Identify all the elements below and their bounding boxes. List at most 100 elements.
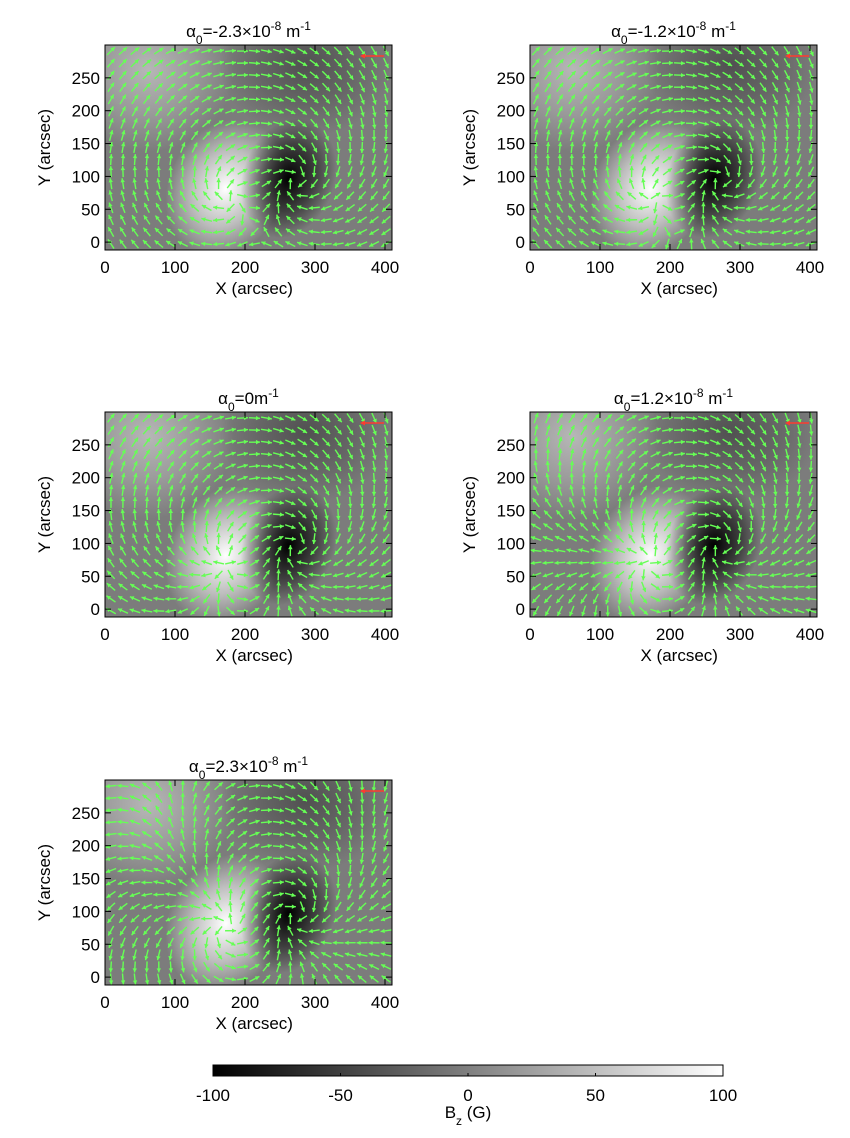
y-tick-label: 50	[506, 200, 525, 219]
x-axis-label: X (arcsec)	[216, 646, 293, 665]
x-tick-label: 400	[371, 625, 399, 644]
plot-area	[62, 0, 392, 278]
y-tick-label: 200	[497, 469, 525, 488]
colorbar-label: Bz (G)	[445, 1103, 492, 1128]
chart-title-part: α	[611, 22, 621, 41]
x-tick-label: 400	[796, 258, 824, 277]
x-axis-label: X (arcsec)	[216, 1014, 293, 1033]
x-tick-label: 0	[100, 258, 109, 277]
x-tick-label: 300	[301, 993, 329, 1012]
y-tick-label: 200	[497, 102, 525, 121]
chart-title: α0=2.3×10-8 m-1	[189, 754, 308, 782]
x-tick-label: 300	[301, 258, 329, 277]
chart-title-part: -1	[268, 386, 279, 400]
y-tick-label: 0	[91, 968, 100, 987]
x-tick-label: 200	[656, 625, 684, 644]
y-tick-label: 250	[72, 804, 100, 823]
x-tick-label: 0	[525, 625, 534, 644]
x-tick-label: 100	[161, 258, 189, 277]
colorbar-tick-label: 50	[586, 1086, 605, 1105]
y-tick-label: 150	[72, 870, 100, 889]
y-tick-label: 100	[72, 534, 100, 553]
x-axis-label: X (arcsec)	[641, 646, 718, 665]
chart-title-part: m	[279, 757, 298, 776]
y-tick-label: 100	[497, 167, 525, 186]
x-tick-label: 400	[796, 625, 824, 644]
y-tick-label: 150	[72, 135, 100, 154]
x-tick-label: 100	[586, 258, 614, 277]
y-tick-label: 250	[72, 69, 100, 88]
chart-title: α0=0m-1	[218, 386, 279, 414]
chart-title-part: -1	[722, 386, 733, 400]
chart-title-part: m	[706, 22, 725, 41]
x-tick-label: 300	[726, 258, 754, 277]
x-tick-label: 200	[231, 258, 259, 277]
colorbar-label-part: B	[445, 1103, 456, 1122]
y-tick-label: 50	[81, 935, 100, 954]
x-tick-label: 200	[231, 625, 259, 644]
chart-title-part: -1	[297, 754, 308, 768]
colorbar-tick-label: -100	[196, 1086, 230, 1105]
chart-title-part: α	[186, 22, 196, 41]
y-tick-label: 150	[72, 502, 100, 521]
chart-title-part: =-2.3×10	[203, 22, 271, 41]
y-axis-label: Y (arcsec)	[460, 476, 479, 553]
y-axis-label: Y (arcsec)	[460, 109, 479, 186]
chart-title-part: =0m	[235, 389, 269, 408]
chart-title: α0=-2.3×10-8 m-1	[186, 19, 311, 47]
y-tick-label: 100	[72, 167, 100, 186]
y-axis-label: Y (arcsec)	[35, 476, 54, 553]
y-tick-label: 150	[497, 135, 525, 154]
y-tick-label: 100	[497, 534, 525, 553]
x-tick-label: 100	[586, 625, 614, 644]
x-tick-label: 300	[726, 625, 754, 644]
y-tick-label: 0	[516, 600, 525, 619]
x-tick-label: 0	[100, 625, 109, 644]
chart-title-part: =1.2×10	[630, 389, 692, 408]
x-tick-label: 200	[656, 258, 684, 277]
x-tick-label: 400	[371, 993, 399, 1012]
chart-title-part: α	[189, 757, 199, 776]
y-tick-label: 200	[72, 102, 100, 121]
x-tick-label: 400	[371, 258, 399, 277]
x-tick-label: 200	[231, 993, 259, 1012]
y-tick-label: 150	[497, 502, 525, 521]
x-tick-label: 0	[100, 993, 109, 1012]
x-tick-label: 0	[525, 258, 534, 277]
colorbar-tick-label: -50	[328, 1086, 353, 1105]
x-tick-label: 100	[161, 625, 189, 644]
y-tick-label: 250	[497, 436, 525, 455]
chart-title-part: -1	[300, 19, 311, 33]
chart-title-part: α	[218, 389, 228, 408]
colorbar-tick-label: 100	[709, 1086, 737, 1105]
chart-title: α0=1.2×10-8 m-1	[614, 386, 733, 414]
chart-title-part: -8	[696, 19, 707, 33]
y-tick-label: 250	[497, 69, 525, 88]
y-tick-label: 0	[91, 233, 100, 252]
chart-title-part: m	[704, 389, 723, 408]
y-tick-label: 50	[81, 567, 100, 586]
chart-title: α0=-1.2×10-8 m-1	[611, 19, 736, 47]
y-axis-label: Y (arcsec)	[35, 844, 54, 921]
x-tick-label: 100	[161, 993, 189, 1012]
x-tick-label: 300	[301, 625, 329, 644]
x-axis-label: X (arcsec)	[216, 279, 293, 298]
chart-title-part: m	[281, 22, 300, 41]
x-axis-label: X (arcsec)	[641, 279, 718, 298]
y-tick-label: 50	[506, 567, 525, 586]
chart-title-part: =2.3×10	[205, 757, 267, 776]
chart-title-part: α	[614, 389, 624, 408]
y-tick-label: 250	[72, 436, 100, 455]
y-tick-label: 100	[72, 902, 100, 921]
y-axis-label: Y (arcsec)	[35, 109, 54, 186]
y-tick-label: 0	[91, 600, 100, 619]
chart-title-part: =-1.2×10	[628, 22, 696, 41]
y-tick-label: 200	[72, 469, 100, 488]
chart-title-part: -8	[271, 19, 282, 33]
y-tick-label: 200	[72, 837, 100, 856]
plot-area	[487, 0, 817, 278]
y-tick-label: 50	[81, 200, 100, 219]
y-tick-label: 0	[516, 233, 525, 252]
chart-title-part: -1	[725, 19, 736, 33]
